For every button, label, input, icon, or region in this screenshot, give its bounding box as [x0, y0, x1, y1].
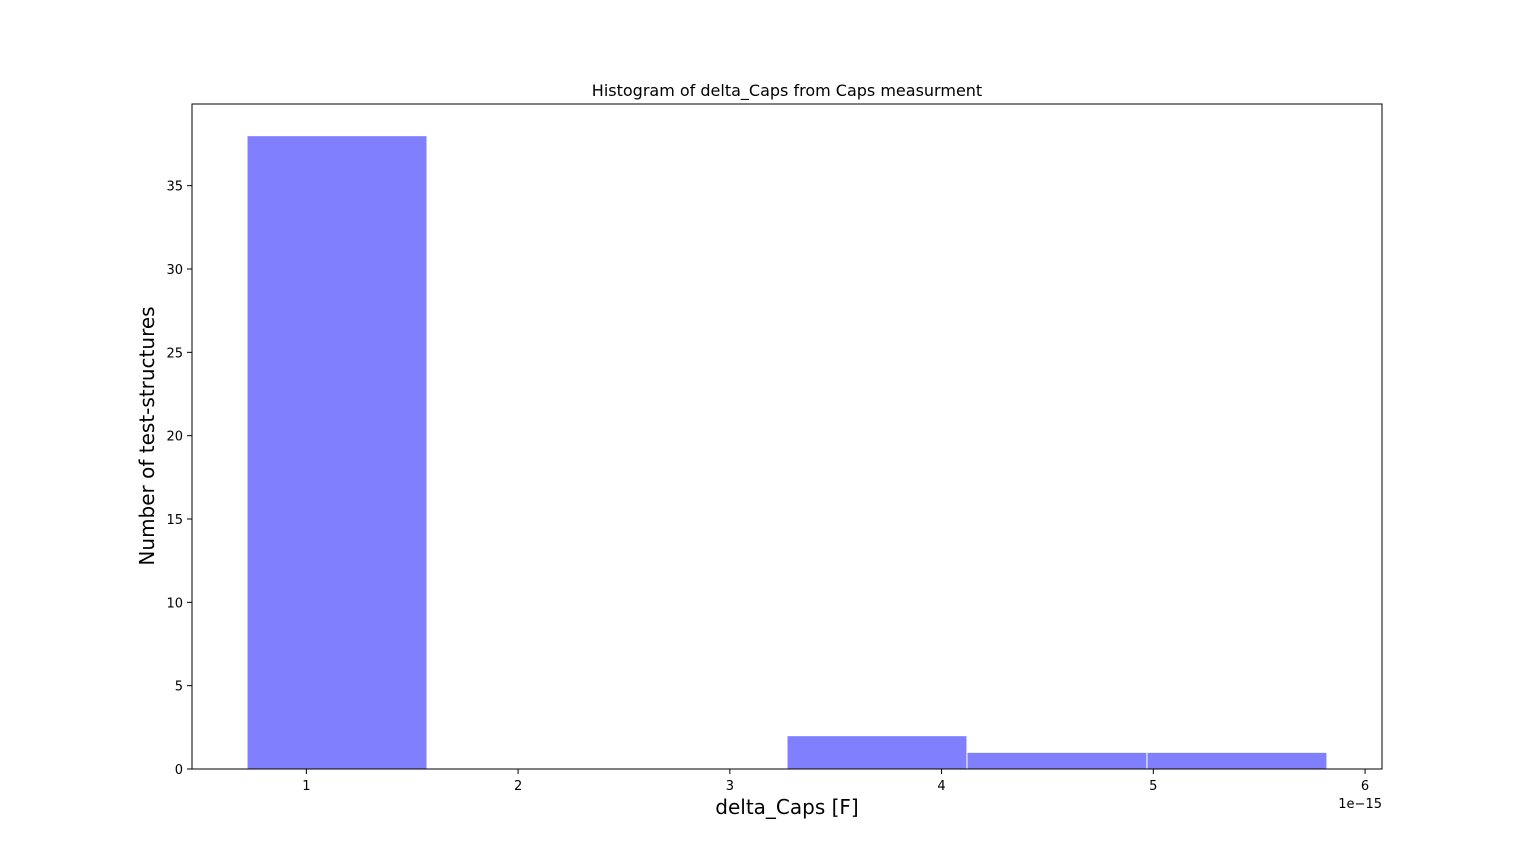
y-tick-label: 35: [166, 180, 183, 195]
x-tick-label: 1: [302, 779, 310, 794]
plot-frame: [191, 103, 1383, 770]
histogram-bar-4: [786, 735, 968, 770]
x-axis-offset-label: 1e−15: [1338, 797, 1382, 812]
y-tick-label: 10: [166, 596, 183, 611]
x-axis-label: delta_Caps [F]: [715, 795, 858, 819]
y-tick-label: 0: [175, 763, 183, 778]
histogram-bar-1: [246, 135, 428, 770]
y-axis-ticks: 0 5 10 15 20 25 30 35: [166, 180, 192, 778]
x-tick-label: 4: [937, 779, 945, 794]
x-axis-ticks: 1 2 3 4 5 6: [302, 769, 1369, 794]
y-tick-label: 20: [166, 430, 183, 445]
x-tick-label: 2: [514, 779, 522, 794]
x-tick-label: 6: [1361, 779, 1369, 794]
histogram-bar-6: [1146, 751, 1328, 770]
y-tick-label: 15: [166, 513, 183, 528]
y-tick-label: 30: [166, 263, 183, 278]
chart-title: Histogram of delta_Caps from Caps measur…: [592, 81, 982, 101]
bars-group: [246, 135, 1328, 770]
y-tick-label: 25: [166, 346, 183, 361]
x-tick-label: 5: [1149, 779, 1157, 794]
y-axis-label: Number of test-structures: [135, 306, 159, 565]
x-tick-label: 3: [726, 779, 734, 794]
y-tick-label: 5: [175, 680, 183, 695]
histogram-bar-5: [966, 751, 1148, 770]
